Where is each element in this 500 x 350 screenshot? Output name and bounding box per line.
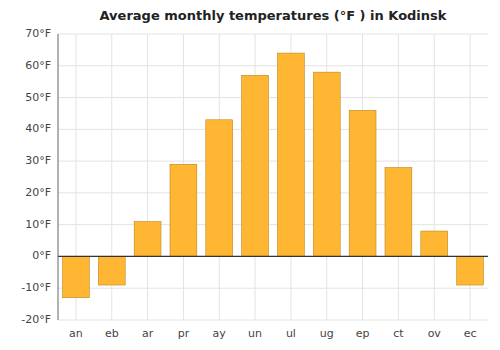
x-tick-label: ar (142, 327, 154, 340)
y-grid-line (58, 97, 488, 98)
bar (421, 231, 448, 256)
y-axis-line (58, 34, 59, 320)
y-tick-label: 10°F (25, 218, 51, 231)
chart-container: Average monthly temperatures (°F ) in Ko… (0, 0, 500, 350)
y-tick-label: -10°F (21, 281, 51, 294)
y-grid-line (58, 192, 488, 193)
x-tick-label: ep (356, 327, 370, 340)
x-tick-label: ul (286, 327, 296, 340)
bar (134, 221, 161, 256)
x-tick-label: ug (320, 327, 334, 340)
chart-svg: Average monthly temperatures (°F ) in Ko… (0, 0, 500, 350)
bar (349, 110, 376, 256)
x-grid-line (147, 34, 148, 320)
x-tick-label: pr (178, 327, 190, 340)
y-grid-line (58, 129, 488, 130)
bar (170, 164, 197, 256)
x-tick-label: ec (464, 327, 477, 340)
y-grid-line (58, 65, 488, 66)
y-grid-line (58, 320, 488, 321)
y-tick-label: 0°F (32, 249, 51, 262)
bar (457, 256, 484, 285)
bar (98, 256, 125, 285)
y-grid-line (58, 34, 488, 35)
y-grid-line (58, 288, 488, 289)
x-tick-label: ov (428, 327, 442, 340)
x-tick-labels: an eb ar pr ay un ul ug ep ct ov ec (69, 327, 476, 340)
y-tick-label: 70°F (25, 27, 51, 40)
bar (62, 256, 89, 297)
bars (62, 53, 483, 298)
bar (277, 53, 304, 256)
y-tick-label: 40°F (25, 122, 51, 135)
grid (58, 34, 488, 320)
x-tick-label: un (248, 327, 262, 340)
y-grid-line (58, 161, 488, 162)
x-tick-label: an (69, 327, 83, 340)
x-tick-label: eb (105, 327, 119, 340)
baseline (58, 256, 488, 257)
y-grid-line (58, 256, 488, 257)
y-tick-label: 20°F (25, 186, 51, 199)
y-tick-label: 50°F (25, 91, 51, 104)
y-tick-labels: -20°F -10°F 0°F 10°F 20°F 30°F 40°F 50°F 60°F 70°… (21, 27, 51, 326)
bar (313, 72, 340, 256)
x-tick-label: ct (393, 327, 404, 340)
x-grid-line (434, 34, 435, 320)
x-tick-label: ay (213, 327, 227, 340)
bar (385, 167, 412, 256)
y-tick-label: -20°F (21, 313, 51, 326)
y-tick-label: 30°F (25, 154, 51, 167)
bar (206, 120, 233, 257)
bar (242, 75, 269, 256)
title: Average monthly temperatures (°F ) in Ko… (100, 8, 447, 23)
y-tick-label: 60°F (25, 59, 51, 72)
y-grid-line (58, 224, 488, 225)
